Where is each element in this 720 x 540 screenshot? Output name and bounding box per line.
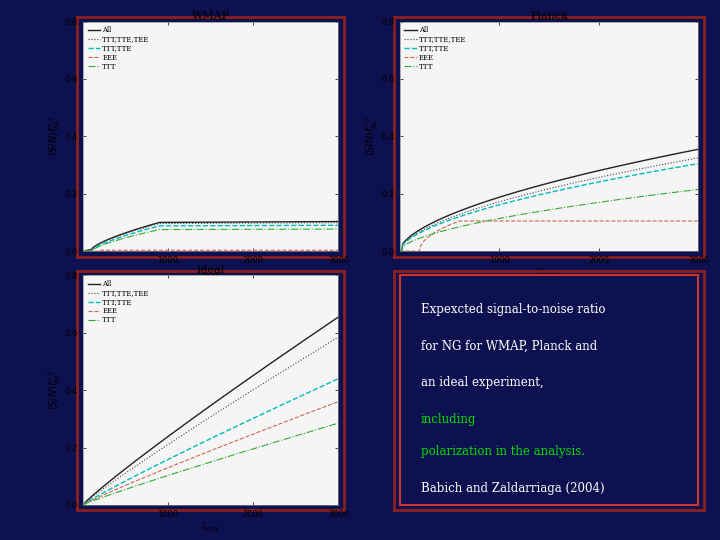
Text: polarization in the analysis.: polarization in the analysis. [420,445,585,458]
X-axis label: $l_{max}$: $l_{max}$ [539,266,559,280]
Text: an ideal experiment,: an ideal experiment, [420,376,543,389]
X-axis label: $l_{max}$: $l_{max}$ [201,520,220,534]
Title: WMAP: WMAP [192,11,230,21]
Legend: All, TTT,TTE,TEE, TTT,TTE, EEE, TTT: All, TTT,TTE,TEE, TTT,TTE, EEE, TTT [403,25,468,72]
Legend: All, TTT,TTE,TEE, TTT,TTE, EEE, TTT: All, TTT,TTE,TEE, TTT,TTE, EEE, TTT [86,279,151,326]
Title: Ideal: Ideal [197,265,225,275]
Legend: All, TTT,TTE,TEE, TTT,TTE, EEE, TTT: All, TTT,TTE,TEE, TTT,TTE, EEE, TTT [86,25,151,72]
Text: including: including [420,413,476,426]
Title: Planck: Planck [530,11,568,21]
Text: for NG for WMAP, Planck and: for NG for WMAP, Planck and [420,340,597,353]
Y-axis label: $(S/N)f_{NL}^{-1}$: $(S/N)f_{NL}^{-1}$ [47,370,63,410]
Y-axis label: $(S/N)f_{NL}^{-1}$: $(S/N)f_{NL}^{-1}$ [47,117,63,156]
Text: Expexcted signal-to-noise ratio: Expexcted signal-to-noise ratio [420,303,605,316]
Text: Babich and Zaldarriaga (2004): Babich and Zaldarriaga (2004) [420,482,604,495]
X-axis label: $l_{max}$: $l_{max}$ [201,266,220,280]
Y-axis label: $(S/N)f_{NL}^{-1}$: $(S/N)f_{NL}^{-1}$ [364,117,380,156]
